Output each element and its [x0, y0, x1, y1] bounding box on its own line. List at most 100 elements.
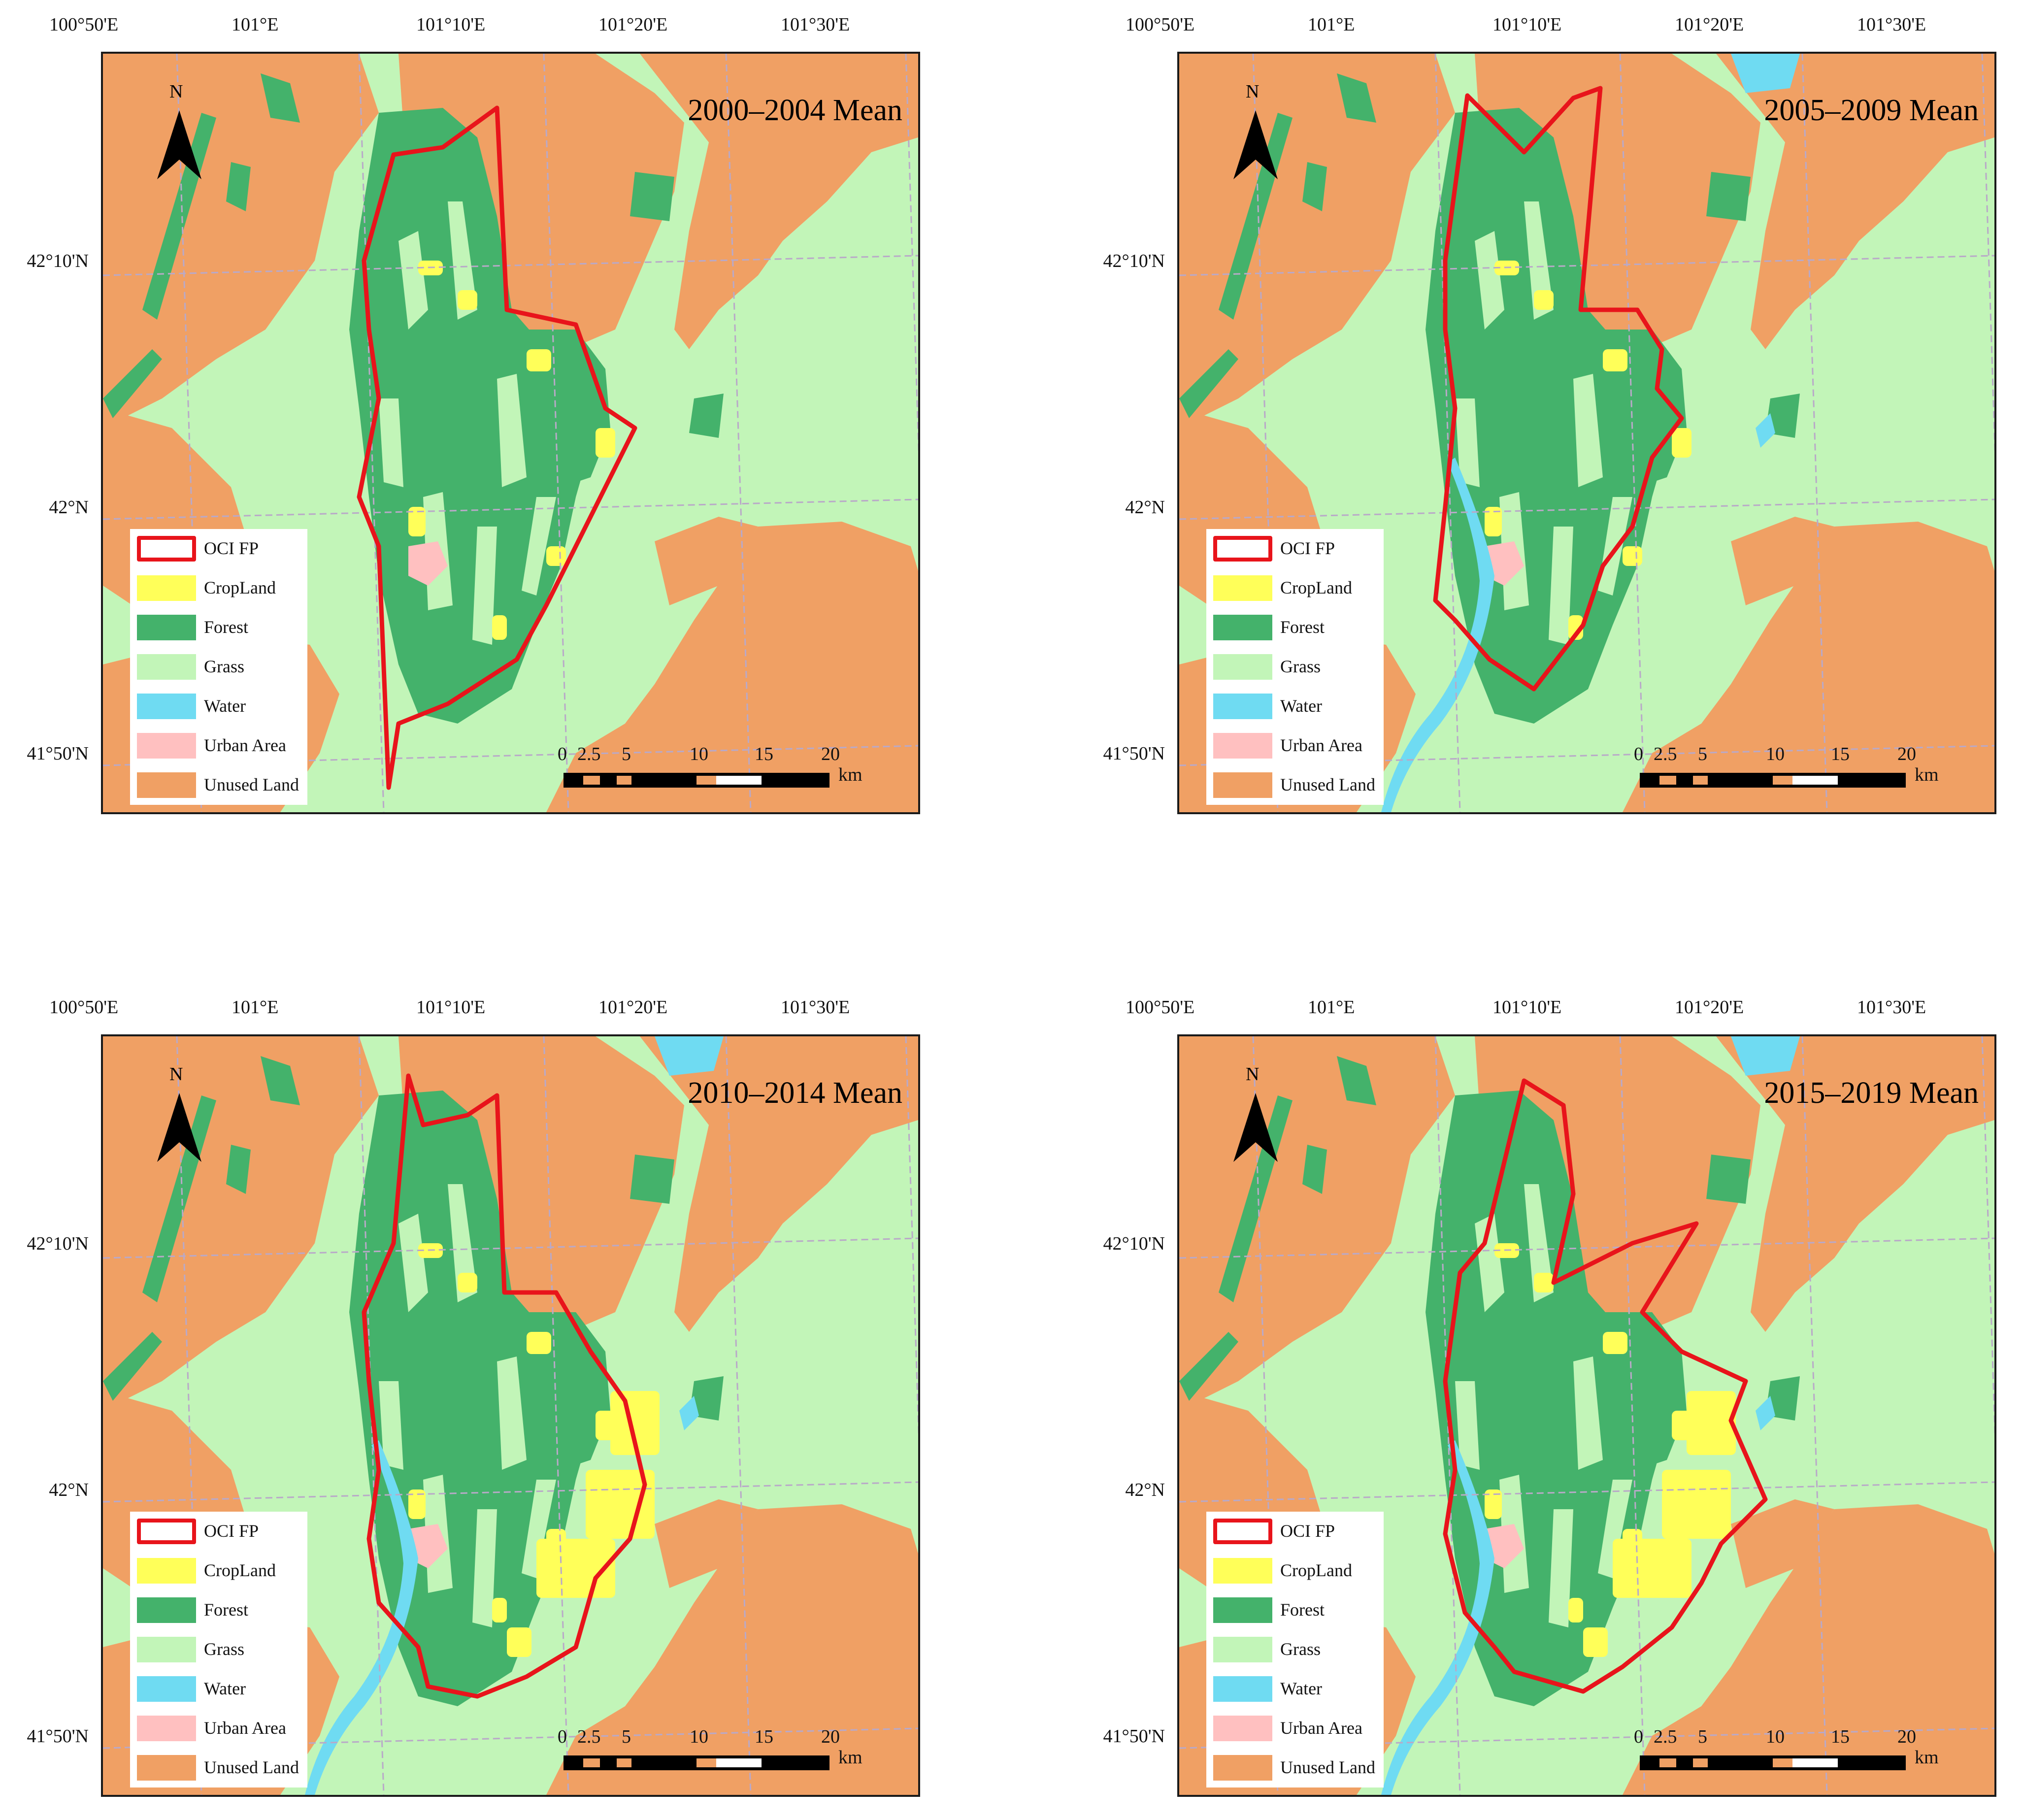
cropland-patch: [1603, 1332, 1627, 1354]
north-arrow-icon: [157, 1093, 201, 1162]
graticule-line: [103, 255, 918, 276]
longitude-label: 101°20'E: [1675, 997, 1744, 1018]
forest-area: [1179, 1332, 1238, 1401]
grass-patch: [398, 231, 428, 330]
cropland-patch: [1662, 1470, 1731, 1539]
cropland-patch: [458, 290, 477, 310]
longitude-label: 100°50'E: [1126, 997, 1195, 1018]
oci-outline-swatch: [1213, 1519, 1272, 1544]
legend-item-forest: Forest: [130, 612, 307, 641]
unused-land-area: [1716, 54, 1994, 349]
legend-label: Urban Area: [1280, 1718, 1362, 1738]
scalebar-tick-label: 15: [1831, 1726, 1850, 1747]
forest-area: [226, 1145, 251, 1194]
water-pond: [679, 1396, 699, 1430]
oci-footprint-outline: [362, 1073, 647, 1699]
map-panel-2000-2004: 100°50'E 101°E 101°10'E 101°20'E 101°30'E 42°…: [0, 0, 920, 837]
water-pond: [1756, 413, 1775, 448]
legend-label: Water: [204, 696, 246, 716]
legend-label: Forest: [204, 617, 248, 637]
legend-item-oci: OCI FP: [1206, 1516, 1384, 1545]
latitude-label: 42°N: [1125, 497, 1165, 518]
legend-item-urban: Urban Area: [130, 1713, 307, 1742]
panel-title: 2000–2004 Mean: [688, 94, 902, 127]
legend-label: Urban Area: [204, 1718, 286, 1738]
graticule-line: [103, 1481, 918, 1503]
legend-label: OCI FP: [1280, 1521, 1335, 1541]
forest-area: [1706, 1155, 1751, 1204]
forest-area: [1219, 1095, 1293, 1302]
cropland-patch: [1534, 290, 1554, 310]
legend-item-oci: OCI FP: [1206, 533, 1384, 563]
urban-area: [408, 541, 448, 586]
forest-area: [1337, 1056, 1376, 1105]
grass-patch: [398, 1214, 428, 1312]
cropland-patch: [527, 1332, 551, 1354]
forest-area: [1219, 113, 1293, 320]
scalebar-tick-label: 0: [1634, 744, 1643, 764]
grass-patch: [1455, 1381, 1480, 1470]
legend-swatch: [1213, 615, 1272, 640]
scalebar-tick-label: 10: [690, 744, 708, 764]
scalebar-tick-label: 2.5: [1654, 1726, 1677, 1747]
map-panel-2015-2019: 100°50'E 101°E 101°10'E 101°20'E 101°30'E 42°…: [1076, 983, 1996, 1820]
legend: OCI FP CropLand Forest Grass Water Urban Area…: [1206, 529, 1384, 805]
longitude-label: 101°20'E: [598, 14, 668, 35]
latitude-label: 42°N: [1125, 1480, 1165, 1500]
scalebar-tick-label: 20: [821, 1726, 840, 1747]
water-lake: [1731, 1036, 1800, 1076]
longitude-label: 100°50'E: [49, 997, 119, 1018]
forest-area: [103, 1332, 162, 1401]
longitude-label: 101°20'E: [1675, 14, 1744, 35]
legend-swatch: [137, 1637, 196, 1662]
legend-item-water: Water: [1206, 691, 1384, 720]
legend-swatch: [1213, 1558, 1272, 1584]
legend-label: Water: [1280, 1679, 1323, 1698]
map-panel-2010-2014: 100°50'E 101°E 101°10'E 101°20'E 101°30'E 42°…: [0, 983, 920, 1820]
map-frame: N 2000–2004 Mean OCI FP CropLand Forest Grass…: [101, 52, 920, 814]
cropland-patch: [1568, 615, 1583, 640]
unused-land-area: [655, 1499, 758, 1588]
legend-item-grass: Grass: [1206, 1634, 1384, 1663]
scalebar-tick-label: 10: [1766, 1726, 1785, 1747]
water-pond: [1756, 1396, 1775, 1430]
forest-area: [142, 1095, 216, 1302]
graticule-line: [1801, 54, 1828, 812]
scalebar-tick-label: 5: [622, 1726, 631, 1747]
longitude-label: 101°30'E: [1857, 14, 1926, 35]
scalebar-unit: km: [1915, 764, 1939, 785]
scalebar-tick-label: 10: [1766, 744, 1785, 764]
unused-land-area: [1731, 1499, 1834, 1588]
legend-item-forest: Forest: [1206, 612, 1384, 641]
forest-area: [1706, 172, 1751, 221]
legend-item-unused: Unused Land: [1206, 769, 1384, 799]
longitude-label: 101°10'E: [1492, 14, 1562, 35]
legend-item-cropland: CropLand: [130, 1555, 307, 1585]
oci-outline-swatch: [137, 536, 196, 562]
legend-swatch: [137, 615, 196, 640]
legend-label: Water: [204, 1679, 246, 1698]
graticule-line: [543, 1036, 569, 1795]
cropland-patch: [1672, 428, 1691, 458]
legend-swatch: [137, 1558, 196, 1584]
legend-swatch: [137, 1676, 196, 1702]
legend-item-cropland: CropLand: [1206, 1555, 1384, 1585]
legend-swatch: [1213, 1597, 1272, 1623]
scalebar-tick-label: 2.5: [577, 1726, 601, 1747]
urban-area: [408, 1524, 448, 1568]
legend-swatch: [137, 654, 196, 680]
cropland-patch: [586, 1470, 655, 1539]
cropland-patch: [1687, 1391, 1736, 1455]
latitude-label: 41°50'N: [1103, 1726, 1165, 1747]
cropland-patch: [527, 349, 551, 371]
scale-bar: [564, 773, 829, 788]
forest-area: [689, 394, 724, 438]
legend-item-grass: Grass: [130, 651, 307, 681]
cropland-patch: [408, 507, 426, 536]
grass-patch: [1455, 398, 1480, 487]
forest-area: [630, 172, 674, 221]
cropland-patch: [1603, 349, 1627, 371]
latitude-label: 42°10'N: [27, 251, 89, 271]
longitude-label: 101°10'E: [416, 997, 486, 1018]
legend-label: CropLand: [1280, 578, 1352, 597]
